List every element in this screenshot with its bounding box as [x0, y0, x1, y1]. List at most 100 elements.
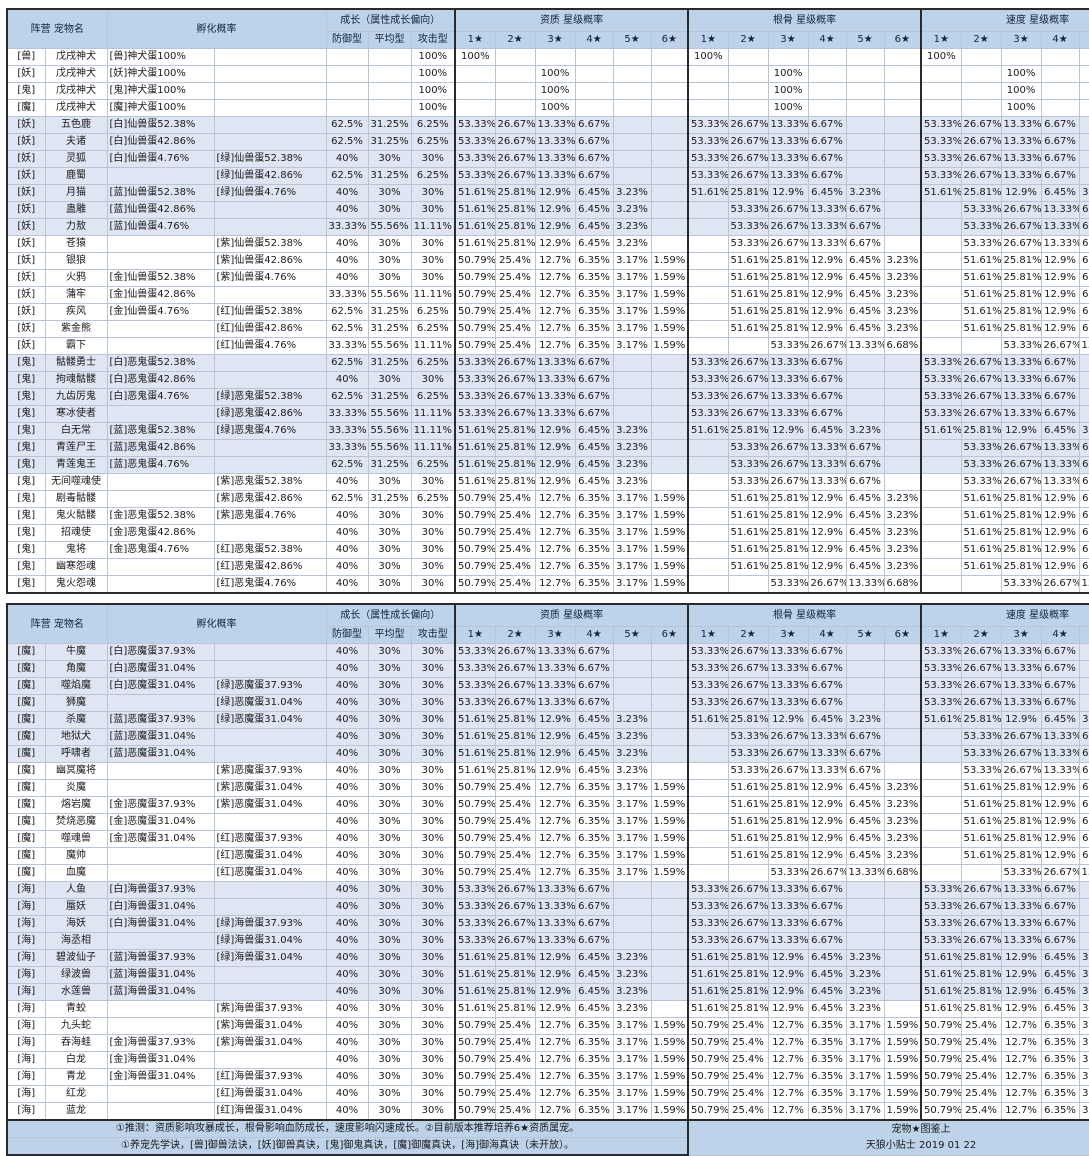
row-egg-secondary: [紫]海兽蛋37.93%: [213, 1000, 327, 1018]
table-row: [魔] 噬魂兽 [金]恶魔蛋31.04% [红]恶魔蛋37.93% 40% 30% 30% 5…: [6, 830, 1089, 848]
row-speed-star-1: [920, 320, 962, 338]
row-aptitude-star-4: 6.35%: [574, 779, 614, 797]
row-aptitude-star-2: 26.67%: [494, 915, 536, 933]
row-aptitude-star-3: 13.33%: [534, 898, 576, 916]
row-aptitude-star-1: 50.79%: [454, 1085, 496, 1103]
row-constitution-star-1: 51.61%: [687, 1000, 729, 1018]
row-aptitude-star-6: [650, 65, 689, 83]
row-constitution-star-4: 6.67%: [807, 388, 847, 406]
row-constitution-star-5: [845, 65, 885, 83]
row-aptitude-star-3: 12.7%: [534, 303, 576, 321]
row-speed-star-5: 3.23%: [1078, 1000, 1089, 1018]
row-egg-secondary: [213, 643, 327, 661]
row-aptitude-star-1: 53.33%: [454, 643, 496, 661]
row-speed-star-5: 6.67%: [1078, 235, 1089, 253]
row-growth-0: 40%: [325, 1102, 369, 1121]
row-speed-star-3: 100%: [1000, 65, 1042, 83]
row-speed-star-1: [920, 847, 962, 865]
row-egg-primary: [106, 1085, 215, 1103]
row-speed-star-1: [920, 575, 962, 594]
row-constitution-star-1: 53.33%: [687, 388, 729, 406]
row-aptitude-star-3: 13.33%: [534, 677, 576, 695]
header-apt-star-6: 6★: [650, 31, 689, 49]
row-constitution-star-2: 51.61%: [727, 779, 769, 797]
row-aptitude-star-1: 50.79%: [454, 796, 496, 814]
row-aptitude-star-6: [650, 745, 689, 763]
row-speed-star-1: [920, 728, 962, 746]
row-speed-star-4: 6.45%: [1040, 983, 1080, 1001]
row-constitution-star-6: 3.23%: [883, 286, 922, 304]
row-egg-primary: [蓝]恶魔蛋31.04%: [106, 745, 215, 763]
row-constitution-star-6: 3.23%: [883, 796, 922, 814]
row-pet-name: 戊戌神犬: [44, 99, 108, 117]
row-constitution-star-6: [883, 660, 922, 678]
row-pet-name: 力敖: [44, 218, 108, 236]
row-constitution-star-1: [687, 337, 729, 355]
row-aptitude-star-5: 3.23%: [612, 218, 652, 236]
row-camp: [妖]: [6, 133, 46, 151]
row-aptitude-star-2: 26.67%: [494, 694, 536, 712]
row-speed-star-1: 53.33%: [920, 694, 962, 712]
header-spd-star-5: 5★: [1078, 31, 1089, 49]
row-constitution-star-5: 6.45%: [845, 252, 885, 270]
row-constitution-star-6: 3.23%: [883, 779, 922, 797]
table-row: [鬼] 幽寒怨魂 [红]恶鬼蛋42.86% 40% 30% 30% 50.79% 25.4% 1…: [6, 558, 1089, 576]
row-aptitude-star-3: 12.9%: [534, 1000, 576, 1018]
row-aptitude-star-1: 51.61%: [454, 949, 496, 967]
row-speed-star-3: 26.67%: [1000, 218, 1042, 236]
row-aptitude-star-3: 12.9%: [534, 745, 576, 763]
row-constitution-star-3: 25.81%: [767, 830, 809, 848]
row-aptitude-star-4: 6.45%: [574, 439, 614, 457]
row-speed-star-4: 6.67%: [1040, 405, 1080, 423]
row-constitution-star-1: 51.61%: [687, 949, 729, 967]
row-constitution-star-1: [687, 201, 729, 219]
row-aptitude-star-3: 12.7%: [534, 575, 576, 594]
row-speed-star-3: 12.9%: [1000, 949, 1042, 967]
row-camp: [海]: [6, 1000, 46, 1018]
row-egg-primary: [蓝]恶魔蛋31.04%: [106, 728, 215, 746]
row-egg-primary: [106, 932, 215, 950]
row-aptitude-star-6: 1.59%: [650, 1017, 689, 1035]
row-growth-0: 62.5%: [325, 388, 369, 406]
row-speed-star-4: 6.35%: [1040, 1051, 1080, 1069]
row-constitution-star-6: 1.59%: [883, 1068, 922, 1086]
row-speed-star-4: 6.67%: [1040, 915, 1080, 933]
row-growth-0: 62.5%: [325, 456, 369, 474]
row-constitution-star-4: 12.9%: [807, 507, 847, 525]
row-growth-1: 30%: [367, 1068, 412, 1086]
row-growth-1: 30%: [367, 473, 412, 491]
row-speed-star-1: 51.61%: [920, 1000, 962, 1018]
row-aptitude-star-2: 25.4%: [494, 337, 536, 355]
row-constitution-star-5: 3.23%: [845, 422, 885, 440]
row-speed-star-3: 25.81%: [1000, 252, 1042, 270]
row-growth-1: 30%: [367, 830, 412, 848]
table-row: [鬼] 骷髅勇士 [白]恶鬼蛋52.38% 62.5% 31.25% 6.25% 53.33…: [6, 354, 1089, 372]
row-aptitude-star-5: 3.23%: [612, 1000, 652, 1018]
row-aptitude-star-3: [534, 48, 576, 66]
row-constitution-star-3: 25.81%: [767, 558, 809, 576]
row-constitution-star-5: [845, 167, 885, 185]
row-growth-2: 11.11%: [410, 286, 456, 304]
row-speed-star-4: 6.67%: [1040, 150, 1080, 168]
row-aptitude-star-4: 6.35%: [574, 796, 614, 814]
row-growth-2: 11.11%: [410, 405, 456, 423]
row-speed-star-1: 53.33%: [920, 881, 962, 899]
row-speed-star-3: 13.33%: [1000, 881, 1042, 899]
row-constitution-star-6: [883, 1000, 922, 1018]
row-speed-star-1: 53.33%: [920, 677, 962, 695]
row-constitution-star-1: [687, 235, 729, 253]
row-speed-star-5: [1078, 388, 1089, 406]
row-aptitude-star-1: 53.33%: [454, 677, 496, 695]
row-speed-star-2: 26.67%: [960, 150, 1002, 168]
row-constitution-star-3: 12.9%: [767, 422, 809, 440]
row-aptitude-star-1: 53.33%: [454, 932, 496, 950]
row-speed-star-3: 13.33%: [1000, 405, 1042, 423]
row-growth-2: 30%: [410, 371, 456, 389]
row-speed-star-4: 12.9%: [1040, 796, 1080, 814]
row-constitution-star-4: 6.35%: [807, 1068, 847, 1086]
row-constitution-star-5: 6.67%: [845, 439, 885, 457]
row-constitution-star-1: [687, 779, 729, 797]
row-constitution-star-5: 6.45%: [845, 286, 885, 304]
table-row: [鬼] 鬼火骷髅 [金]恶鬼蛋52.38% [紫]恶鬼蛋4.76% 40% 30% 30% 5…: [6, 507, 1089, 525]
row-growth-1: [367, 82, 412, 100]
